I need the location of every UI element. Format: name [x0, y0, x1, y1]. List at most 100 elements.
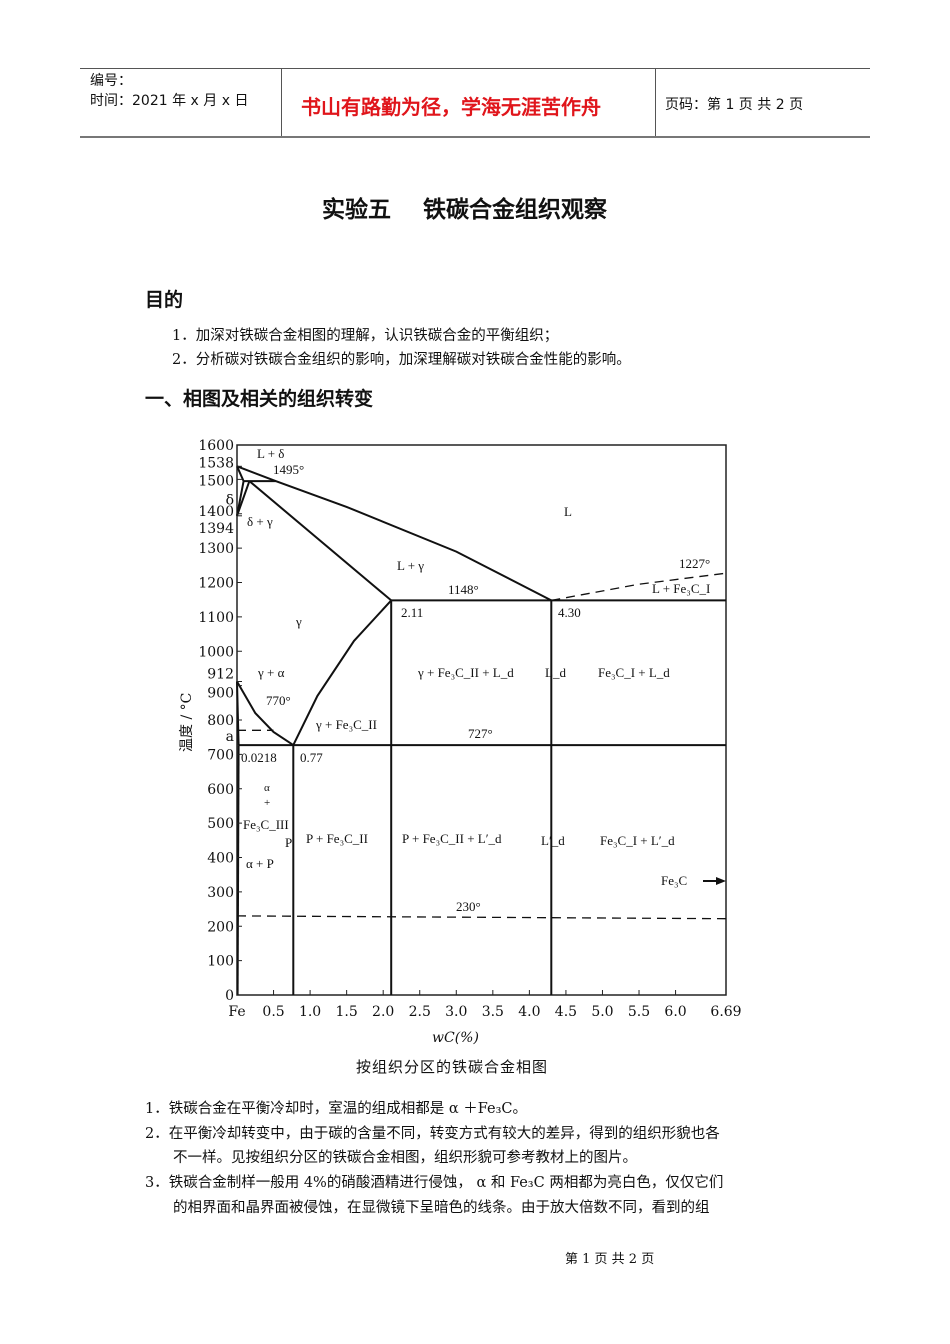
y-tick-label: 400 — [207, 851, 234, 867]
label-0-0218: 0.0218 — [241, 750, 277, 765]
label-liquid: L — [564, 504, 572, 519]
phase-line-delta-2 — [236, 480, 251, 517]
y-tick-label: 300 — [207, 885, 234, 901]
note-item: 不一样。见按组织分区的铁碳合金相图，组织形貌可参考教材上的图片。 — [173, 1150, 637, 1166]
phase-line-es — [292, 599, 392, 746]
page-title: 实验五 铁碳合金组织观察 — [322, 197, 608, 223]
x-tick-label: 2.0 — [372, 1004, 394, 1020]
phase-line-gs — [236, 680, 294, 746]
header-divider-2 — [655, 69, 656, 136]
y-tick-label: 600 — [207, 782, 234, 798]
label-ld-prime: L′_d — [541, 833, 565, 848]
y-tick-label: 0 — [225, 988, 234, 1004]
label-gamma: γ — [296, 614, 302, 629]
y-tick-label: 1538 — [198, 455, 234, 471]
phase-line-gp — [236, 681, 240, 746]
y-tick-label: 1000 — [198, 644, 234, 660]
x-tick-label: 3.5 — [482, 1004, 504, 1020]
label-l-fe3c1: L + Fe₃C_I — [652, 581, 711, 596]
section-heading-phase-diagram: 一、相图及相关的组织转变 — [145, 388, 374, 410]
label-gamma-fe3c2: γ + Fe₃C_II — [316, 717, 377, 732]
page-footer: 第 1 页 共 2 页 — [565, 1252, 655, 1267]
label-1148: 1148° — [448, 582, 479, 597]
header-divider-1 — [281, 69, 282, 136]
y-tick-label: 700 — [207, 747, 234, 763]
label-ld: L_d — [545, 665, 566, 680]
x-tick-label: 1.5 — [336, 1004, 358, 1020]
y-tick-label: 1200 — [198, 576, 234, 592]
x-tick-label: 3.0 — [445, 1004, 467, 1020]
y-tick-label: 1300 — [198, 541, 234, 557]
label-l-delta: L + δ — [257, 446, 285, 461]
y-tick-label: 100 — [207, 954, 234, 970]
x-tick-label: 4.5 — [555, 1004, 577, 1020]
note-item: 2．在平衡冷却转变中，由于碳的含量不同，转变方式有较大的差异，得到的组织形貌也各 — [145, 1126, 720, 1142]
y-tick-label: 1100 — [198, 610, 234, 626]
y-tick-label: 1600 — [198, 438, 234, 454]
x-tick-label: 6.0 — [664, 1004, 686, 1020]
label-2-11: 2.11 — [401, 605, 424, 620]
x-tick-label: 1.0 — [299, 1004, 321, 1020]
label-l-gamma: L + γ — [397, 558, 425, 573]
purpose-item: 1．加深对铁碳合金相图的理解，认识铁碳合金的平衡组织； — [172, 328, 559, 344]
note-item: 的相界面和晶界面被侵蚀，在显微镜下呈暗色的线条。由于放大倍数不同，看到的组 — [173, 1200, 710, 1216]
note-item: 3．铁碳合金制样一般用 4%的硝酸酒精进行侵蚀， α 和 Fe₃C 两相都为亮白… — [145, 1175, 724, 1191]
y-axis-label: 温度 / °C — [179, 692, 195, 752]
label-p-fe3c2-ld2: P + Fe₃C_II + L′_d — [402, 831, 502, 846]
x-tick-label: 5.0 — [591, 1004, 613, 1020]
label-delta-gamma: δ + γ — [247, 514, 273, 529]
section-heading-purpose: 目的 — [145, 289, 184, 311]
x-tick-label: 4.0 — [518, 1004, 540, 1020]
label-p-fe3c2: P + Fe₃C_II — [306, 831, 368, 846]
phase-line-line-230 — [236, 915, 727, 920]
label-plus: + — [264, 797, 271, 809]
header-number-label: 编号： — [90, 73, 132, 89]
diagram-frame — [236, 444, 727, 996]
label-1227: 1227° — [679, 556, 711, 571]
y-tick-label: 912 — [207, 667, 234, 683]
y-tick-label: 1500 — [198, 473, 234, 489]
phase-line-pq — [236, 745, 240, 996]
phase-line-delta-1 — [236, 465, 245, 516]
x-tick-label: Fe — [228, 1004, 245, 1020]
label-727: 727° — [468, 726, 493, 741]
label-gamma-alpha: γ + α — [258, 665, 285, 680]
label-fe3c3: Fe₃C_III — [243, 817, 289, 832]
y-tick-label: 1394 — [198, 521, 234, 537]
y-tick-label: 900 — [207, 686, 234, 702]
phase-line-solidus-je — [248, 480, 392, 602]
label-230: 230° — [456, 899, 481, 914]
label-alpha-p: α + P — [246, 856, 274, 871]
y-tick-label: 200 — [207, 919, 234, 935]
header-top-rule — [80, 68, 870, 69]
header-motto: 书山有路勤为径，学海无涯苦作舟 — [301, 95, 601, 119]
label-1495: 1495° — [273, 462, 305, 477]
x-axis-label: wC(%) — [432, 1030, 479, 1046]
label-0-77: 0.77 — [300, 750, 323, 765]
header-bottom-rule — [80, 136, 870, 138]
x-tick-label: 6.69 — [710, 1004, 741, 1020]
figure-caption: 按组织分区的铁碳合金相图 — [356, 1058, 549, 1076]
header-page-info: 页码：第 1 页 共 2 页 — [665, 97, 804, 113]
y-tick-label: δ — [226, 493, 234, 509]
y-tick-label: 1400 — [198, 504, 234, 520]
label-770: 770° — [266, 693, 291, 708]
label-fe3c1-ld2: Fe₃C_I + L′_d — [600, 833, 675, 848]
label-gamma-fe3c2-ld: γ + Fe₃C_II + L_d — [418, 665, 514, 680]
y-tick-label: a — [226, 729, 234, 745]
y-tick-label: 500 — [207, 816, 234, 832]
label-alpha: α — [264, 782, 270, 794]
phase-line-liquidus — [236, 465, 552, 602]
x-tick-label: 2.5 — [409, 1004, 431, 1020]
label-pearlite: P — [285, 835, 293, 850]
y-tick-label: 800 — [207, 713, 234, 729]
note-item: 1．铁碳合金在平衡冷却时，室温的组成相都是 α ＋Fe₃C。 — [145, 1101, 527, 1117]
purpose-item: 2．分析碳对铁碳合金组织的影响，加深理解碳对铁碳合金性能的影响。 — [172, 352, 631, 368]
fe3c-arrowhead-icon — [716, 877, 726, 885]
label-fe3c: Fe₃C — [661, 873, 688, 888]
x-tick-label: 0.5 — [262, 1004, 284, 1020]
header-time-label: 时间：2021 年 x 月 x 日 — [90, 93, 249, 109]
x-tick-label: 5.5 — [628, 1004, 650, 1020]
label-4-30: 4.30 — [558, 605, 581, 620]
